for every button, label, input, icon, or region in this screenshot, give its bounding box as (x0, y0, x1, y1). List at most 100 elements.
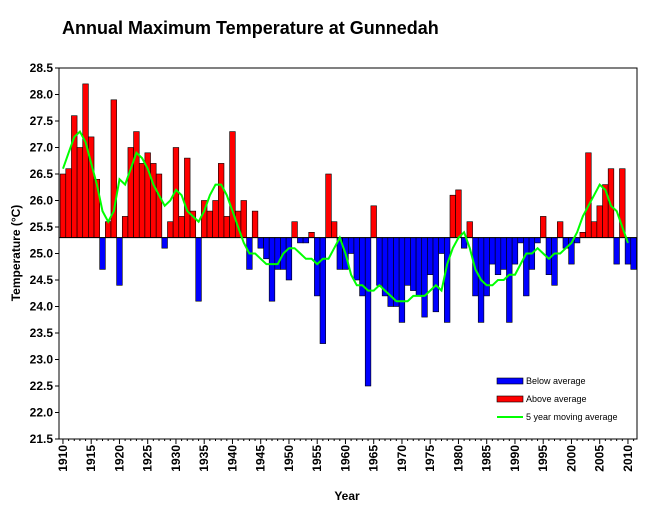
bar-above-average (218, 163, 225, 238)
bar-above-average (59, 173, 67, 238)
bar-below-average (268, 237, 276, 302)
bar-above-average (138, 163, 146, 238)
bar-above-average (223, 216, 230, 238)
bar-above-average (291, 221, 298, 238)
bar-below-average (195, 237, 202, 302)
y-axis-title: Temperature (°C) (9, 205, 23, 302)
x-tick-label: 1960 (339, 445, 353, 472)
x-tick-label: 2010 (621, 445, 635, 472)
x-tick-label: 1985 (480, 445, 494, 472)
x-tick-label: 1950 (282, 445, 296, 472)
y-tick-label: 26.0 (30, 194, 54, 208)
bar-above-average (82, 83, 89, 238)
bar-below-average (398, 237, 406, 323)
y-tick-label: 21.5 (30, 432, 54, 446)
legend-label: 5 year moving average (526, 412, 618, 422)
legend-label: Above average (526, 394, 587, 404)
x-tick-label: 1970 (395, 445, 409, 472)
x-axis: 1910 1915 1920 1925 1930 1935 1940 1945 1950 1955… (56, 439, 635, 472)
bar-below-average (432, 237, 439, 313)
x-tick-label: 1975 (423, 445, 437, 472)
bar-below-average (483, 237, 490, 297)
x-tick-label: 1935 (197, 445, 211, 472)
y-tick-label: 23.5 (30, 326, 54, 340)
bar-above-average (557, 221, 564, 238)
bar-above-average (240, 200, 247, 238)
bar-below-average (319, 237, 326, 344)
y-tick-label: 27.5 (30, 114, 54, 128)
bar-below-average (489, 237, 496, 265)
bar-below-average (116, 237, 123, 286)
bar-below-average (314, 237, 321, 297)
bar-below-average (573, 237, 581, 244)
bar-above-average (65, 168, 72, 238)
bar-above-average (466, 221, 473, 238)
bar-below-average (421, 237, 428, 318)
bar-below-average (257, 237, 264, 249)
bar-below-average (404, 237, 411, 286)
y-tick-label: 25.0 (30, 247, 54, 261)
y-axis: 21.5 22.0 22.5 23.0 23.5 24.0 24.5 25.0 25.5 26.0… (30, 61, 59, 446)
bar-above-average (212, 200, 219, 238)
bar-above-average (76, 147, 84, 238)
x-tick-label: 1925 (141, 445, 155, 472)
x-tick-label: 1945 (254, 445, 268, 472)
bar-above-average (540, 216, 547, 238)
bar-above-average (251, 210, 259, 238)
bar-above-average (178, 216, 185, 238)
bar-above-average (133, 131, 140, 238)
x-tick-label: 1940 (226, 445, 240, 472)
moving-average-line (62, 129, 629, 303)
bar-below-average (285, 237, 293, 281)
bar-below-average (630, 237, 637, 270)
bar-above-average (308, 232, 315, 238)
bar-below-average (523, 237, 530, 297)
legend-swatch (496, 395, 524, 403)
bar-above-average (370, 205, 377, 238)
x-tick-label: 2005 (593, 445, 607, 472)
chart-title: Annual Maximum Temperature at Gunnedah (62, 18, 439, 38)
bar-above-average (449, 194, 456, 238)
x-tick-label: 1955 (310, 445, 324, 472)
bar-below-average (444, 237, 451, 323)
bar-above-average (579, 232, 586, 238)
x-tick-label: 1965 (367, 445, 381, 472)
bar-below-average (376, 237, 383, 286)
bar-above-average (88, 136, 95, 238)
bar-below-average (427, 237, 434, 276)
bar-above-average (585, 152, 592, 238)
bar-below-average (534, 237, 541, 244)
y-tick-label: 22.0 (30, 406, 54, 420)
bar-below-average (381, 237, 389, 297)
x-tick-label: 1980 (452, 445, 466, 472)
y-tick-label: 28.5 (30, 61, 54, 75)
y-tick-label: 26.5 (30, 167, 54, 181)
bar-above-average (184, 157, 191, 238)
y-tick-label: 23.0 (30, 353, 54, 367)
bar-above-average (206, 210, 213, 238)
bar-below-average (302, 237, 310, 244)
bar-below-average (410, 237, 417, 291)
bar-below-average (353, 237, 360, 281)
bar-below-average (263, 237, 270, 260)
x-tick-label: 1930 (169, 445, 183, 472)
bars-group (59, 83, 637, 387)
bar-above-average (590, 221, 598, 238)
bar-below-average (506, 237, 513, 323)
bar-above-average (229, 131, 236, 238)
y-tick-label: 24.0 (30, 300, 54, 314)
legend-swatch (496, 377, 524, 385)
bar-below-average (99, 237, 106, 270)
bar-below-average (494, 237, 502, 276)
x-axis-title: Year (334, 489, 360, 503)
x-tick-label: 1920 (113, 445, 127, 472)
bar-above-average (167, 221, 174, 238)
bar-below-average (438, 237, 445, 254)
bar-below-average (347, 237, 355, 254)
x-tick-label: 2000 (565, 445, 579, 472)
y-tick-label: 24.5 (30, 273, 54, 287)
bar-below-average (551, 237, 558, 286)
bar-below-average (393, 237, 400, 307)
bar-above-average (121, 216, 129, 238)
